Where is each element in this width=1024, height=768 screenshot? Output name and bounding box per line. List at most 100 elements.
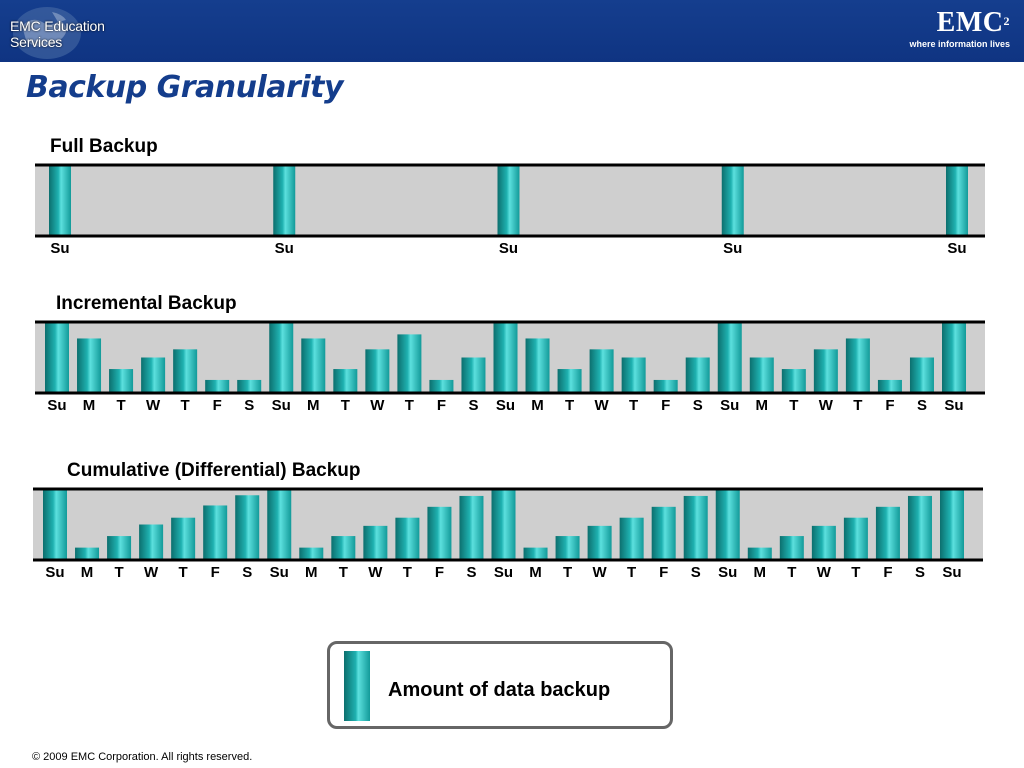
bar-s-6	[237, 379, 262, 392]
tick-label: W	[593, 564, 608, 581]
bar-t-23	[779, 536, 804, 559]
tick-label: Su	[47, 397, 66, 414]
bar-m-15	[525, 338, 550, 392]
chart-1: Su M T W T F S Su M T W T F S Su M T W T F S Su M T W T F S Su	[35, 320, 985, 414]
tick-label: S	[917, 397, 927, 414]
tick-label: T	[851, 564, 860, 581]
tick-label: T	[116, 397, 125, 414]
tick-label: T	[339, 564, 348, 581]
bar-su-14	[491, 490, 516, 559]
tick-label: Su	[270, 564, 289, 581]
tick-label: F	[661, 397, 670, 414]
bar-t-25	[845, 338, 870, 392]
bar-t-9	[331, 536, 356, 559]
bar-f-5	[205, 379, 230, 392]
emc-education-services-logo: EMC Education Services	[4, 4, 144, 60]
bar-f-5	[203, 505, 228, 559]
tick-label: T	[627, 564, 636, 581]
bar-w-17	[587, 525, 612, 559]
bar-su-1	[273, 166, 296, 235]
bar-w-24	[811, 525, 836, 559]
tick-label: T	[405, 397, 414, 414]
bar-w-3	[139, 524, 164, 559]
tick-label: S	[691, 564, 701, 581]
tick-label: S	[468, 397, 478, 414]
tick-label: S	[244, 397, 254, 414]
bar-su-28	[942, 323, 966, 392]
bar-m-15	[523, 547, 548, 559]
tick-label: M	[81, 564, 94, 581]
bar-t-18	[619, 517, 644, 559]
tick-label: Su	[275, 240, 294, 257]
tick-label: T	[853, 397, 862, 414]
bar-su-7	[269, 323, 294, 392]
tick-label: F	[211, 564, 220, 581]
bar-w-10	[363, 525, 388, 559]
tick-label: W	[819, 397, 834, 414]
emc-logo: EMC2 where information lives	[909, 8, 1010, 50]
tick-label: F	[437, 397, 446, 414]
bar-t-11	[397, 334, 422, 392]
tick-label: F	[885, 397, 894, 414]
tick-label: M	[529, 564, 542, 581]
tick-label: F	[213, 397, 222, 414]
bar-s-6	[235, 495, 260, 559]
bar-t-11	[395, 517, 420, 559]
tick-label: M	[305, 564, 318, 581]
legend: Amount of data backup	[327, 641, 673, 729]
bar-su-7	[267, 490, 292, 559]
legend-swatch	[344, 651, 370, 721]
tick-label: W	[146, 397, 161, 414]
bar-su-0	[45, 323, 69, 392]
tick-label: T	[563, 564, 572, 581]
bar-su-21	[717, 323, 742, 392]
incremental-backup-title: Incremental Backup	[56, 293, 237, 314]
tick-label: Su	[944, 397, 963, 414]
bar-t-2	[107, 536, 132, 559]
bar-w-3	[141, 357, 166, 392]
bar-m-22	[749, 357, 774, 392]
tick-label: Su	[494, 564, 513, 581]
bar-su-0	[49, 166, 71, 235]
bar-f-26	[875, 506, 900, 559]
tick-label: T	[403, 564, 412, 581]
bar-s-13	[461, 357, 486, 392]
bar-f-26	[877, 379, 902, 392]
chart-2: Su M T W T F S Su M T W T F S Su M T W T F S Su M T W T F S Su	[33, 487, 983, 581]
bar-m-1	[77, 338, 102, 392]
tick-label: Su	[272, 397, 291, 414]
bar-t-16	[555, 536, 580, 559]
tick-label: M	[756, 397, 769, 414]
bar-s-27	[909, 357, 934, 392]
tick-label: Su	[45, 564, 64, 581]
bar-t-2	[109, 369, 134, 392]
tick-label: T	[565, 397, 574, 414]
bar-w-24	[813, 349, 838, 392]
tick-label: W	[595, 397, 610, 414]
tick-label: T	[179, 564, 188, 581]
bar-f-19	[651, 506, 676, 559]
bar-t-16	[557, 369, 582, 392]
globe-icon	[13, 7, 81, 59]
tick-label: M	[531, 397, 544, 414]
tick-label: S	[693, 397, 703, 414]
brand-tagline: where information lives	[909, 39, 1010, 49]
brand-superscript: 2	[1003, 14, 1010, 28]
tick-label: W	[817, 564, 832, 581]
bar-t-23	[781, 369, 806, 392]
tick-label: W	[144, 564, 159, 581]
legend-label: Amount of data backup	[388, 679, 611, 701]
bar-w-17	[589, 349, 614, 392]
bar-s-13	[459, 495, 484, 559]
bar-m-1	[75, 547, 100, 559]
bar-s-27	[907, 495, 932, 559]
bar-f-12	[427, 506, 452, 559]
bar-t-4	[173, 349, 198, 392]
bar-su-4	[946, 166, 968, 235]
tick-label: Su	[50, 240, 69, 257]
cumulative-backup-title: Cumulative (Differential) Backup	[67, 460, 361, 481]
tick-label: Su	[723, 240, 742, 257]
bar-f-19	[653, 379, 678, 392]
bar-t-4	[171, 517, 196, 559]
